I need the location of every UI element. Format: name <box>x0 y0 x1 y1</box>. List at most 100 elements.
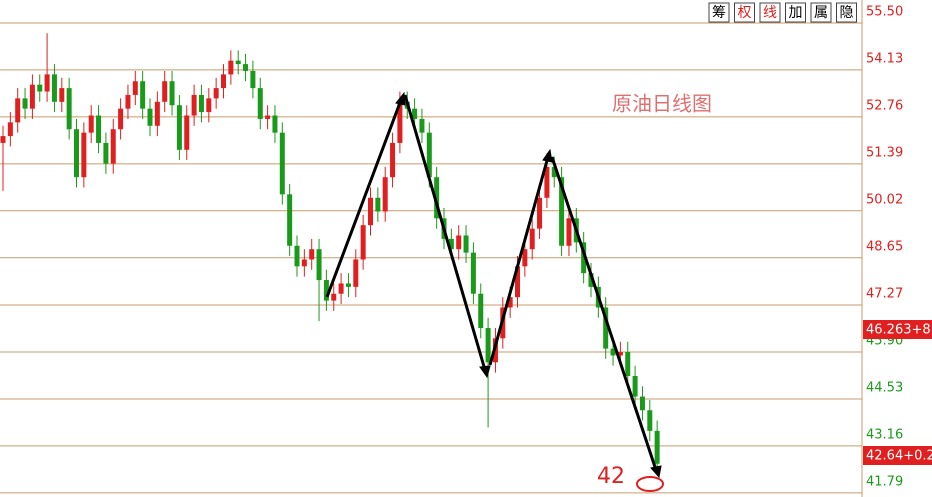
candle-body <box>434 177 440 219</box>
candle-body <box>529 228 535 250</box>
candle-body <box>198 94 204 113</box>
toolbar-label[interactable]: 筹 <box>712 4 726 21</box>
candle-body <box>37 84 43 92</box>
candle-body <box>51 74 57 102</box>
arrow <box>550 156 658 471</box>
arrow <box>325 99 403 298</box>
candle-body <box>169 81 175 106</box>
candle-body <box>345 283 351 287</box>
toolbar-label[interactable]: 线 <box>763 5 777 21</box>
candle-body <box>125 94 131 109</box>
candle-body <box>544 166 550 198</box>
price-tag: 42.64+0.2 <box>866 449 932 464</box>
candle-body <box>470 252 476 294</box>
arrow-head <box>479 365 491 379</box>
candle-body <box>88 115 94 133</box>
candle-body <box>478 293 484 329</box>
candle-body <box>206 98 212 113</box>
candle-body <box>588 273 594 287</box>
candle-body <box>74 129 79 178</box>
candle-body <box>515 266 520 298</box>
candle-body <box>353 259 359 287</box>
candle-body <box>625 352 631 377</box>
toolbar-button[interactable] <box>708 2 730 23</box>
candle-body <box>287 194 293 246</box>
candle-body <box>118 108 124 130</box>
toolbar-button[interactable] <box>734 2 755 23</box>
candle-body <box>301 259 307 267</box>
candle-body <box>184 115 190 150</box>
y-tick-label: 47.27 <box>866 287 903 302</box>
y-tick-label: 41.79 <box>866 474 903 489</box>
candle-body <box>507 297 513 308</box>
candle-body <box>294 245 300 267</box>
arrow <box>403 94 487 371</box>
candle-body <box>617 352 623 356</box>
toolbar-label[interactable]: 权 <box>738 5 752 21</box>
toolbar-label[interactable]: 加 <box>789 5 803 21</box>
toolbar-button[interactable] <box>810 2 832 23</box>
candle-body <box>243 64 249 71</box>
candle-body <box>103 142 109 164</box>
toolbar-label[interactable]: 隐 <box>840 5 854 21</box>
candle-body <box>213 88 219 99</box>
candle-body <box>397 101 403 143</box>
candle-body <box>323 280 329 301</box>
candle-body <box>272 115 278 133</box>
candle-body <box>581 242 587 274</box>
y-tick-label: 54.13 <box>866 51 903 66</box>
grid <box>0 22 862 494</box>
candle-body <box>522 249 528 267</box>
toolbar-button[interactable] <box>785 2 806 23</box>
candle-body <box>59 88 65 102</box>
chart-title: 原油日线图 <box>612 92 712 116</box>
trend-arrows <box>325 91 662 479</box>
candle-body <box>559 177 565 246</box>
toolbar: 筹权线加属隐 <box>708 2 857 23</box>
candle-body <box>257 88 263 119</box>
candle-body <box>551 166 557 178</box>
candle-body <box>375 197 381 212</box>
candle-body <box>338 283 344 294</box>
candle-body <box>485 328 491 363</box>
candle-body <box>140 81 146 109</box>
arrow-head <box>542 148 553 163</box>
arrow-head <box>395 91 406 106</box>
y-tick-label: 50.02 <box>866 192 903 207</box>
candle-body <box>147 108 153 126</box>
candle-body <box>15 98 21 123</box>
y-tick-label: 44.53 <box>866 380 903 395</box>
candle-body <box>603 307 609 349</box>
price-tag: 46.263+8.7 <box>866 323 932 338</box>
y-axis: 55.5054.1352.7651.3950.0248.6547.2745.90… <box>863 4 932 489</box>
highlight-ellipse <box>636 476 664 492</box>
candle-body <box>360 225 366 260</box>
price-tag-box <box>863 446 932 465</box>
arrow-head <box>650 465 662 479</box>
candle-body <box>132 81 138 95</box>
toolbar-label[interactable]: 属 <box>814 5 828 21</box>
candle-body <box>162 81 168 102</box>
candle-body <box>7 122 13 137</box>
candle-body <box>0 136 6 143</box>
y-tick-label: 55.50 <box>866 4 903 19</box>
candle-body <box>44 74 50 92</box>
candle-body <box>96 115 102 143</box>
toolbar-button[interactable] <box>836 2 857 23</box>
y-tick-label: 51.39 <box>866 145 903 160</box>
candle-body <box>250 70 256 89</box>
y-tick-label: 52.76 <box>866 98 903 113</box>
candle-body <box>448 238 454 250</box>
candle-body <box>22 98 28 109</box>
toolbar-button[interactable] <box>759 2 781 23</box>
candle-body <box>647 410 653 431</box>
candle-body <box>331 293 337 301</box>
candle-body <box>537 197 543 229</box>
candle-body <box>456 235 462 250</box>
candle-body <box>235 60 241 65</box>
candle-body <box>66 88 72 130</box>
candle-body <box>426 132 432 178</box>
candle-body <box>566 218 572 246</box>
candle-body <box>654 430 660 464</box>
